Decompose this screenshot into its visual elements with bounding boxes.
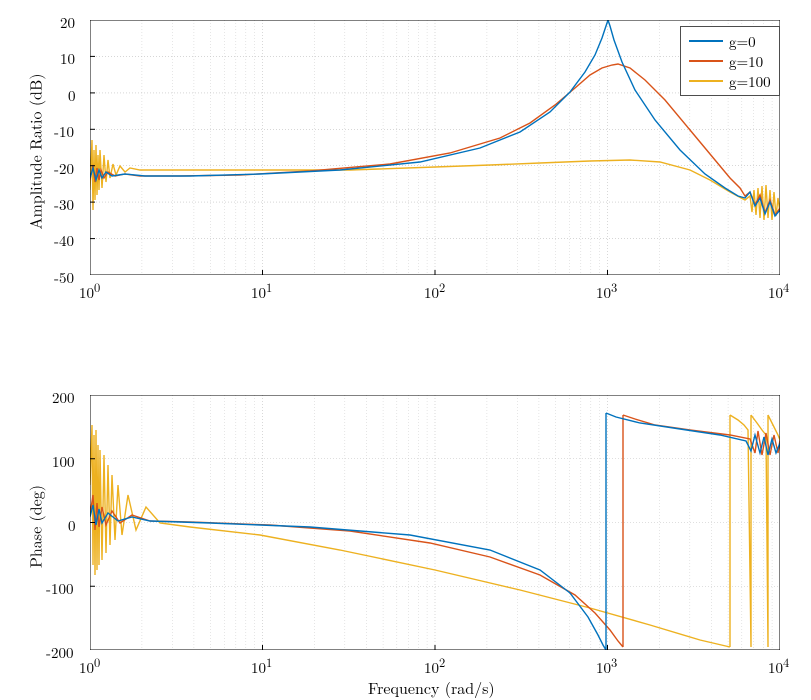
mag-xtick-1: 101 [251, 278, 272, 303]
mag-ytick--30: -30 [54, 194, 74, 215]
ph-ytick--200: -200 [46, 642, 74, 663]
legend-item-g0: g=0 [689, 31, 771, 51]
mag-ytick-20: 20 [60, 12, 75, 33]
legend-label-g0: g=0 [729, 31, 756, 52]
ph-xtick-2: 102 [424, 653, 445, 678]
legend: g=0 g=10 g=100 [680, 26, 780, 96]
mag-xtick-0: 100 [79, 278, 100, 303]
figure-root: 20 10 0 -10 -20 -30 -40 -50 Amplitude Ra… [0, 0, 811, 700]
mag-xtick-2: 102 [424, 278, 445, 303]
phase-ylabel: Phase (deg) [24, 462, 47, 592]
mag-xtick-4: 104 [768, 278, 789, 303]
legend-swatch-g10 [689, 60, 723, 62]
ph-ytick-0: 0 [68, 515, 76, 536]
legend-label-g100: g=100 [729, 71, 771, 92]
xlabel: Frequency (rad/s) [368, 676, 495, 699]
series-g0-mag [90, 20, 780, 216]
legend-swatch-g100 [689, 80, 723, 82]
ph-ytick-200: 200 [52, 387, 75, 408]
mag-ytick--50: -50 [54, 267, 74, 288]
mag-xtick-3: 103 [596, 278, 617, 303]
magnitude-panel [90, 20, 780, 275]
mag-ytick-0: 0 [68, 85, 76, 106]
ph-ytick-100: 100 [52, 451, 75, 472]
magnitude-grid [90, 20, 780, 275]
phase-panel [90, 395, 780, 650]
legend-item-g10: g=10 [689, 51, 771, 71]
ph-xtick-4: 104 [768, 653, 789, 678]
ph-xtick-3: 103 [596, 653, 617, 678]
legend-swatch-g0 [689, 40, 723, 42]
magnitude-plot-svg [90, 20, 780, 275]
legend-label-g10: g=10 [729, 51, 763, 72]
legend-item-g100: g=100 [689, 71, 771, 91]
ph-xtick-0: 100 [79, 653, 100, 678]
phase-plot-svg [90, 395, 780, 650]
ph-ytick--100: -100 [46, 578, 74, 599]
mag-ytick--40: -40 [54, 230, 74, 251]
magnitude-ylabel: Amplitude Ratio (dB) [24, 62, 47, 242]
mag-ytick--20: -20 [54, 158, 74, 179]
mag-ytick--10: -10 [54, 121, 74, 142]
mag-ytick-10: 10 [60, 48, 75, 69]
ph-xtick-1: 101 [251, 653, 272, 678]
